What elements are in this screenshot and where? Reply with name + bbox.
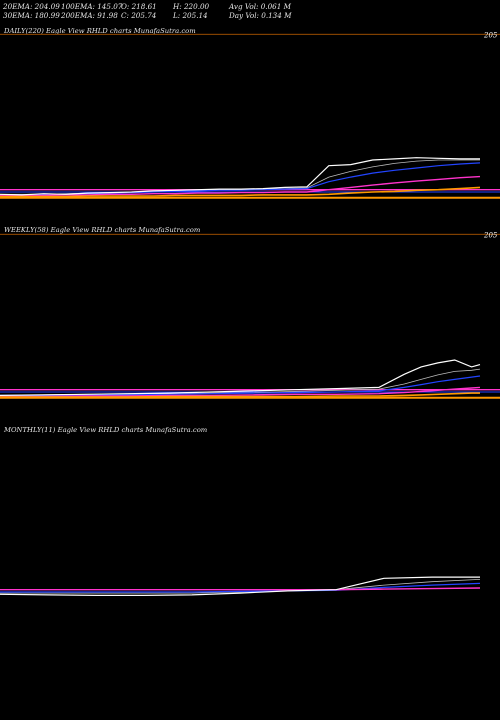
monthly-chart-title: MONTHLY(11) Eagle View RHLD charts Munaf…	[4, 426, 208, 434]
daily-chart-title: DAILY(220) Eagle View RHLD charts Munafa…	[4, 27, 196, 35]
series-ema200	[0, 392, 480, 398]
series-ema100	[0, 587, 481, 591]
series-ema200	[0, 186, 481, 198]
series-price	[0, 157, 480, 196]
stats-header: 20EMA: 204.09 100EMA: 145.07 O: 218.61 H…	[3, 2, 497, 22]
price-label: 205	[483, 31, 498, 39]
series-ema100	[0, 386, 481, 398]
price-label: 205	[483, 231, 498, 239]
series-ema30	[0, 375, 481, 396]
daily-chart: 205	[0, 31, 500, 199]
weekly-chart: 205	[0, 231, 500, 399]
stat-close: C: 205.74	[121, 11, 157, 20]
series-price	[0, 359, 481, 396]
stat-avg-vol: Avg Vol: 0.061 M	[229, 2, 291, 11]
stat-day-vol: Day Vol: 0.134 M	[229, 11, 292, 20]
stat-open: O: 218.61	[121, 2, 157, 11]
series-ema100	[0, 175, 481, 197]
stat-ema200: 200EMA: 91.98	[61, 11, 118, 20]
stat-ema20: 20EMA: 204.09	[3, 2, 60, 11]
monthly-chart	[0, 576, 481, 596]
weekly-chart-title: WEEKLY(58) Eagle View RHLD charts Munafa…	[4, 226, 201, 234]
stat-low: L: 205.14	[173, 11, 208, 20]
stat-high: H: 220.00	[173, 2, 210, 11]
series-price	[0, 576, 480, 596]
stat-ema100: 100EMA: 145.07	[61, 2, 123, 11]
series-ema30	[0, 582, 481, 593]
stat-ema30: 30EMA: 180.99	[3, 11, 60, 20]
